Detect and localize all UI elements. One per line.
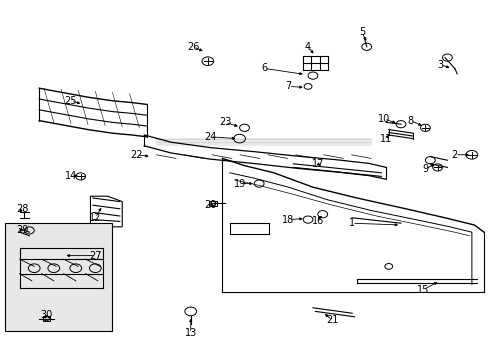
- Text: 16: 16: [311, 216, 324, 226]
- Text: 28: 28: [16, 204, 28, 214]
- Text: 6: 6: [261, 63, 266, 73]
- Text: 21: 21: [325, 315, 338, 325]
- Text: 1: 1: [348, 218, 354, 228]
- Text: 17: 17: [311, 159, 324, 169]
- FancyBboxPatch shape: [5, 223, 112, 331]
- Text: 13: 13: [184, 328, 197, 338]
- Text: 18: 18: [282, 215, 294, 225]
- Text: 5: 5: [358, 27, 364, 37]
- Text: 26: 26: [186, 42, 199, 52]
- Text: 7: 7: [285, 81, 291, 91]
- Text: 29: 29: [16, 225, 28, 235]
- Text: 30: 30: [40, 310, 53, 320]
- Text: 15: 15: [416, 285, 428, 295]
- Text: 9: 9: [422, 164, 427, 174]
- Text: 23: 23: [218, 117, 231, 127]
- Text: 20: 20: [203, 200, 216, 210]
- Text: 25: 25: [64, 96, 77, 106]
- Text: 8: 8: [407, 116, 413, 126]
- Text: 27: 27: [89, 251, 102, 261]
- Text: 14: 14: [64, 171, 77, 181]
- Text: 2: 2: [451, 150, 457, 160]
- Text: 3: 3: [436, 60, 442, 70]
- Text: 22: 22: [130, 150, 143, 160]
- Text: 10: 10: [377, 114, 389, 124]
- Text: 24: 24: [203, 132, 216, 142]
- Text: 12: 12: [89, 213, 102, 223]
- Text: 19: 19: [233, 179, 245, 189]
- Text: 11: 11: [379, 134, 392, 144]
- Text: 4: 4: [305, 42, 310, 52]
